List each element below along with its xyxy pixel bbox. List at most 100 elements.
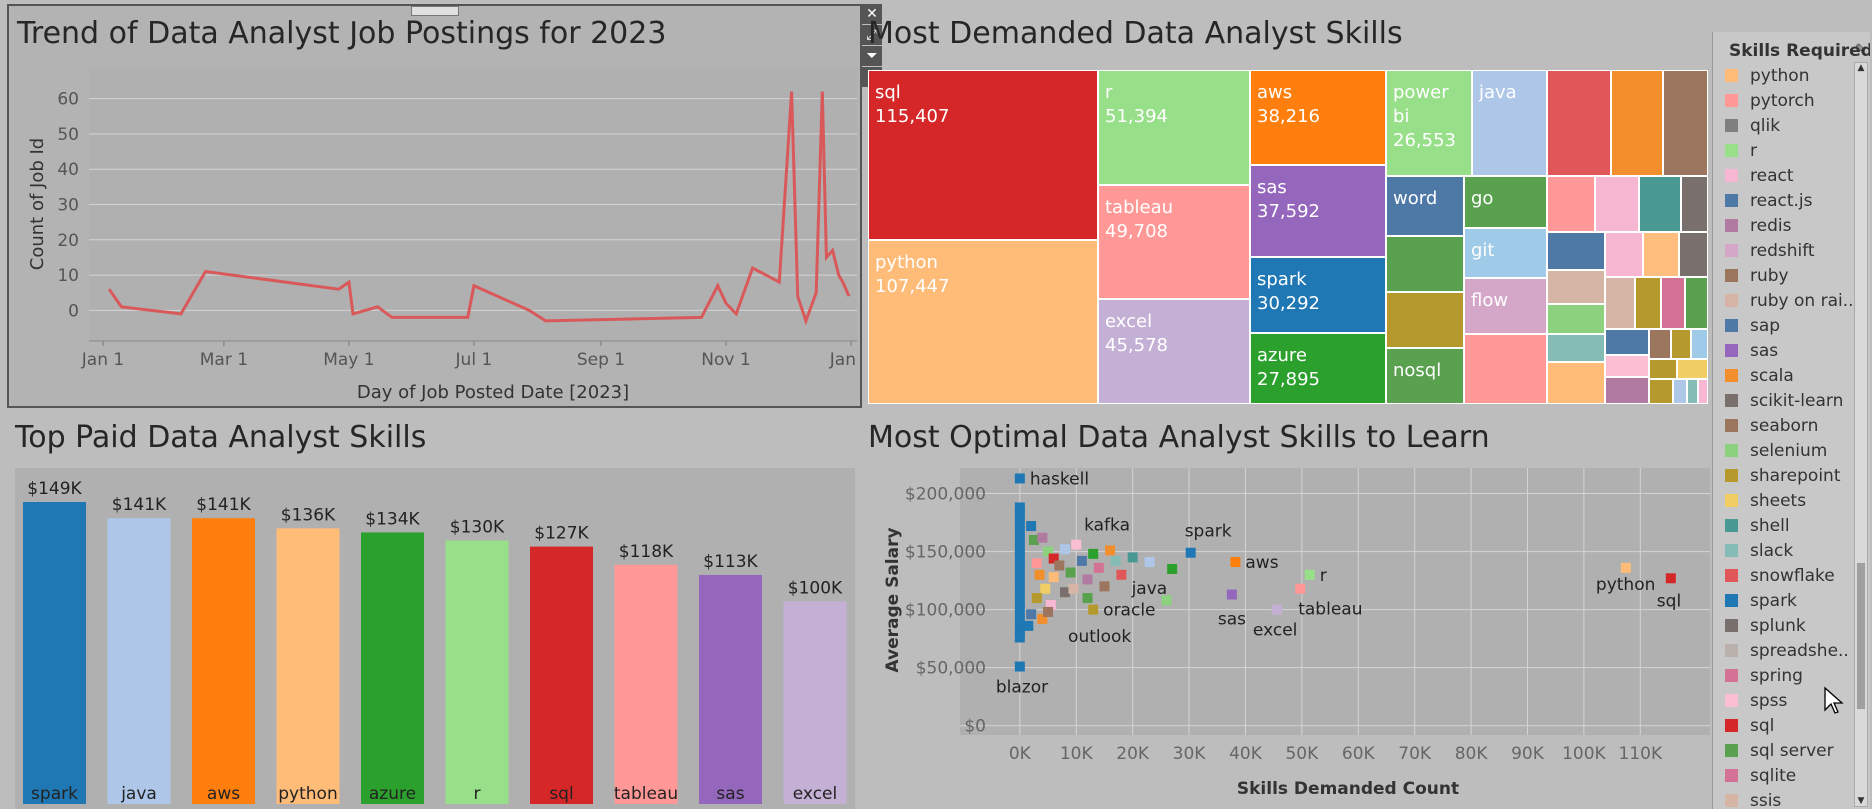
scatter-point[interactable] (1014, 525, 1025, 536)
top-paid-skills-panel[interactable]: Top Paid Data Analyst Skills $149K spark $… (7, 410, 862, 809)
scatter-point[interactable] (1014, 544, 1025, 555)
legend-item[interactable]: python (1725, 66, 1855, 91)
scatter-point-blazor[interactable] (1014, 661, 1025, 672)
scatter-point[interactable] (1014, 588, 1025, 599)
treemap-tile-minor[interactable] (1595, 176, 1639, 232)
treemap-tile-minor[interactable] (1605, 355, 1649, 377)
scatter-point[interactable] (1065, 567, 1076, 578)
scatter-point[interactable] (1014, 579, 1025, 590)
scatter-point[interactable] (1059, 587, 1070, 598)
job-postings-trend-chart[interactable]: 0 10 20 30 40 50 60 Jan 1 Mar 1 May 1 Jul 1 Sep 1 No… (9, 6, 860, 406)
legend-item[interactable]: snowflake (1725, 566, 1855, 591)
legend-item[interactable]: redshift (1725, 241, 1855, 266)
scatter-point[interactable] (1076, 555, 1087, 566)
bar-sql[interactable] (530, 546, 593, 804)
scatter-point-haskell[interactable] (1014, 473, 1025, 484)
treemap-tile-minor[interactable] (1687, 379, 1698, 404)
open-external-icon[interactable]: ⤢ (862, 25, 882, 45)
scatter-point-r[interactable] (1304, 569, 1315, 580)
scatter-point[interactable] (1110, 555, 1121, 566)
bar-aws[interactable] (192, 518, 255, 804)
treemap-tile-git[interactable]: git (1464, 228, 1547, 278)
legend-item[interactable]: shell (1725, 516, 1855, 541)
legend-item[interactable]: react.js (1725, 191, 1855, 216)
treemap-tile-minor[interactable] (1698, 379, 1708, 404)
scatter-point[interactable] (1088, 548, 1099, 559)
treemap-tile-minor[interactable] (1464, 334, 1547, 404)
scatter-point[interactable] (1034, 569, 1045, 580)
legend-item[interactable]: sas (1725, 341, 1855, 366)
bar-azure[interactable] (361, 532, 424, 804)
legend-item[interactable]: selenium (1725, 441, 1855, 466)
legend-item[interactable]: redis (1725, 216, 1855, 241)
treemap-tile-minor[interactable] (1663, 70, 1708, 176)
bar-r[interactable] (445, 540, 509, 804)
job-postings-trend-panel[interactable]: Trend of Data Analyst Job Postings for 2… (7, 4, 862, 408)
scatter-point[interactable] (1037, 613, 1048, 624)
scatter-point[interactable] (1026, 521, 1037, 532)
treemap-tile-minor[interactable] (1671, 329, 1691, 359)
scatter-point[interactable] (1082, 574, 1093, 585)
treemap-tile-flow[interactable]: flow (1464, 278, 1547, 334)
legend-item[interactable]: spring (1725, 666, 1855, 691)
scatter-point-sas[interactable] (1226, 589, 1237, 600)
treemap-tile-spark[interactable]: spark 30,292 (1250, 257, 1386, 333)
treemap-tile-minor[interactable] (1685, 277, 1708, 329)
optimal-skills-panel[interactable]: Most Optimal Data Analyst Skills to Lear… (868, 410, 1710, 809)
scatter-point-aws[interactable] (1230, 557, 1241, 568)
job-count-line[interactable] (107, 91, 851, 326)
treemap-tile-python[interactable]: python 107,447 (868, 240, 1098, 404)
scatter-point[interactable] (1161, 595, 1172, 606)
scatter-point[interactable] (1048, 572, 1059, 583)
scatter-point[interactable] (1014, 569, 1025, 580)
treemap-tile-minor[interactable] (1649, 359, 1677, 379)
bar-python[interactable] (276, 528, 340, 804)
legend-item[interactable]: slack (1725, 541, 1855, 566)
treemap-tile-minor[interactable] (1643, 232, 1679, 277)
scatter-point[interactable] (1037, 532, 1048, 543)
legend-item[interactable]: qlik (1725, 116, 1855, 141)
legend-item[interactable]: sap (1725, 316, 1855, 341)
scrollbar-thumb[interactable] (1857, 563, 1865, 709)
treemap-tile-minor[interactable] (1673, 379, 1687, 404)
treemap-tile-minor[interactable] (1605, 377, 1649, 404)
scatter-point[interactable] (1014, 517, 1025, 528)
legend-item[interactable]: scala (1725, 366, 1855, 391)
treemap-tile-minor[interactable] (1691, 329, 1708, 359)
treemap-tile-power-bi[interactable]: power bi 26,553 (1386, 70, 1472, 176)
legend-item[interactable]: sheets (1725, 491, 1855, 516)
close-icon[interactable]: ✕ (862, 4, 882, 24)
treemap-tile-minor[interactable] (1611, 70, 1663, 176)
scatter-point[interactable] (1054, 560, 1065, 571)
scatter-point-excel[interactable] (1271, 604, 1282, 615)
treemap-tile-minor[interactable] (1635, 277, 1661, 329)
scatter-point-oracle[interactable] (1088, 604, 1099, 615)
treemap-tile-aws[interactable]: aws 38,216 (1250, 70, 1386, 165)
scatter-point-tableau[interactable] (1295, 583, 1306, 594)
treemap-tile-minor[interactable] (1547, 304, 1605, 334)
legend-item[interactable]: sqlite (1725, 766, 1855, 791)
bar-sas[interactable] (699, 574, 762, 804)
legend-item[interactable]: sharepoint (1725, 466, 1855, 491)
scatter-point-kafka[interactable] (1105, 545, 1116, 556)
scatter-point[interactable] (1014, 534, 1025, 545)
treemap-tile-minor[interactable] (1677, 359, 1708, 379)
legend-item[interactable]: pytorch (1725, 91, 1855, 116)
treemap-tile-word[interactable]: word (1386, 176, 1464, 236)
scatter-point[interactable] (1071, 539, 1082, 550)
scatter-point[interactable] (1043, 546, 1054, 557)
treemap-tile-minor[interactable] (1681, 176, 1708, 232)
treemap-tile-tableau[interactable]: tableau 49,708 (1098, 185, 1250, 299)
treemap-tile-minor[interactable] (1547, 270, 1605, 304)
bar-java[interactable] (107, 518, 171, 804)
treemap-tile-minor[interactable] (1605, 277, 1635, 329)
legend-item[interactable]: seaborn (1725, 416, 1855, 441)
treemap-tile-minor[interactable] (1679, 232, 1708, 277)
scatter-point[interactable] (1093, 562, 1104, 573)
optimal-skills-chart[interactable]: $0 $50,000 $100,000 $150,000 $200,000 0K 10K 20… (868, 410, 1710, 809)
scatter-point[interactable] (1023, 620, 1034, 631)
scatter-point[interactable] (1167, 563, 1178, 574)
skills-legend[interactable]: Skills Required ✎ python pytorch qlik r reac… (1712, 32, 1870, 809)
treemap-tile-minor[interactable] (1639, 176, 1681, 232)
scatter-point-outlook[interactable] (1043, 606, 1054, 617)
